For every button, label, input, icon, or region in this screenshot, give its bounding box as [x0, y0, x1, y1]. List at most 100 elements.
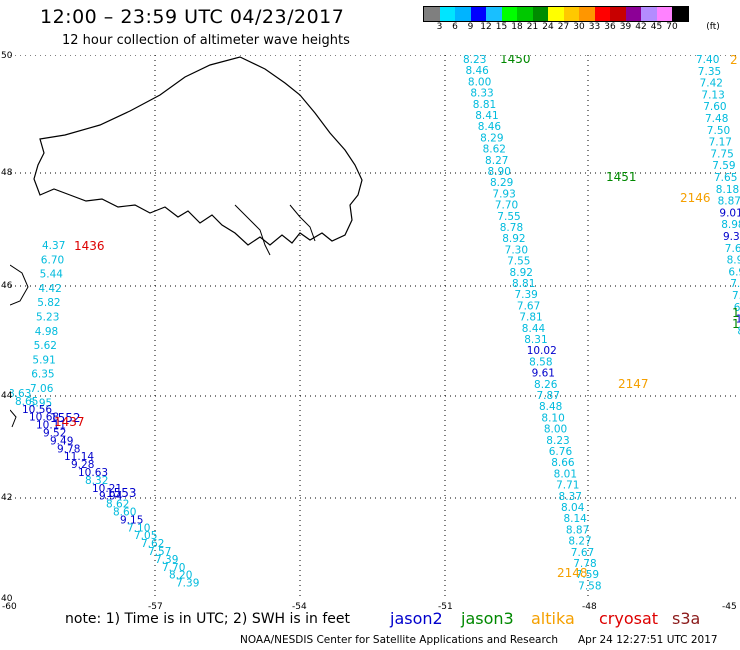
wave-reading-west: 6.35 [31, 369, 54, 381]
wave-reading-sw: 10.21 [92, 483, 122, 495]
wave-reading-nw: 7.35 [698, 66, 721, 78]
wave-reading-ne: 7.55 [497, 211, 520, 223]
wave-reading-west: 6.70 [41, 254, 64, 266]
wave-reading-ne: 8.27 [485, 155, 508, 167]
wave-reading-ne: 8.92 [502, 233, 525, 245]
colorbar-tick-label: 45 [650, 22, 663, 32]
wave-reading-sw: 8.60 [113, 507, 136, 519]
wave-reading-ne: 7.78 [573, 558, 596, 570]
colorbar-tick-label: 42 [635, 22, 647, 32]
colorbar-tick-label: 24 [542, 22, 554, 32]
colorbar-tick-label: 30 [573, 22, 585, 32]
nova-scotia-coastline [10, 264, 29, 306]
colorbar-tick-label: 39 [619, 22, 632, 32]
pass-time-label: 1451 [606, 170, 637, 184]
colorbar-swatch [548, 7, 564, 21]
wave-reading-ne: 8.58 [529, 356, 552, 368]
wave-reading-nw: 7.60 [703, 101, 726, 113]
legend-s3a: s3a [672, 609, 701, 628]
newfoundland-coastline [33, 56, 363, 246]
wave-reading-ne: 8.01 [554, 468, 577, 480]
wave-reading-sw: 9.52 [43, 428, 66, 440]
bay-outline [234, 204, 271, 256]
peninsula-outline [289, 204, 316, 242]
colorbar-swatch [486, 7, 502, 21]
colorbar-tick-label: 21 [526, 22, 539, 32]
pass-time-label: 1437 [54, 415, 85, 429]
wave-reading-sw: 9.15 [120, 514, 143, 526]
wave-reading-west: 4.37 [42, 240, 65, 252]
wave-reading-nw: 7.81 [732, 290, 740, 302]
lat-label-44: 44 [1, 391, 13, 401]
wave-reading-nw: 7.60 [725, 243, 740, 255]
colorbar-tick-label: 3 [436, 22, 443, 32]
colorbar-swatch [532, 7, 548, 21]
wave-reading-ne: 6.76 [549, 446, 573, 458]
wave-reading-ne: 7.39 [514, 289, 537, 301]
wave-reading-ne: 8.27 [568, 536, 591, 548]
colorbar-swatch [641, 7, 657, 21]
lon-label-48: -48 [582, 602, 597, 612]
wave-reading-ne: 8.26 [534, 379, 558, 391]
wave-reading-nw: 7.40 [696, 55, 719, 66]
wave-reading-nw: 7.65 [714, 172, 737, 184]
wave-reading-ne: 7.70 [495, 200, 518, 212]
wave-reading-sw: 7.70 [162, 562, 185, 574]
lat-label-46: 46 [1, 281, 13, 291]
wave-reading-sw: 10.56 [22, 404, 52, 416]
pass-time-label: 1552 [50, 411, 81, 425]
wave-reading-sw: 10.11 [36, 420, 66, 432]
wave-reading-ne: 8.87 [566, 524, 589, 536]
colorbar-tick-label: 70 [666, 22, 678, 32]
wave-reading-sw: 7.57 [148, 546, 171, 558]
wave-reading-ne: 8.14 [563, 513, 587, 525]
wave-reading-ne: 7.30 [505, 244, 528, 256]
pass-time-label: 2 [730, 55, 738, 67]
lon-label-57: -57 [148, 602, 163, 612]
colorbar-swatch [470, 7, 486, 21]
wave-reading-nw: 9.01 [719, 207, 740, 219]
wave-reading-ne: 7.81 [519, 312, 542, 324]
colorbar-labels: 3 6 9 12 15 18 21 24 27 30 33 36 39 42 45 70 (ft) [423, 22, 740, 34]
map-title: 12:00 – 23:59 UTC 04/23/2017 [40, 6, 345, 28]
wave-reading-sw: 8.32 [85, 475, 108, 487]
wave-reading-ne: 8.10 [541, 412, 564, 424]
wave-reading-west: 5.23 [36, 312, 59, 324]
wave-reading-ne: 7.59 [576, 569, 599, 581]
wave-reading-nw: 8.97 [727, 255, 740, 267]
wave-reading-ne: 7.71 [556, 480, 579, 492]
wave-reading-west: 5.82 [37, 297, 60, 309]
altimeter-map: 4.37 6.70 5.44 4.42 5.82 5.23 4.98 5.62 5.91 6.35… [10, 55, 740, 600]
wave-reading-ne: 8.00 [544, 424, 567, 436]
wave-reading-nw: 8.98 [721, 219, 740, 231]
legend-cryosat: cryosat [599, 609, 659, 628]
wave-reading-ne: 8.33 [470, 88, 493, 100]
wave-reading-nw: 7.59 [712, 160, 735, 172]
wave-reading-nw: 7.42 [700, 78, 723, 90]
wave-reading-nw: 7.48 [705, 113, 728, 125]
wave-reading-sw: 7.10 [127, 522, 150, 534]
colorbar-swatch [625, 7, 641, 21]
pass-time-label: 1 [732, 317, 740, 331]
wave-reading-west: 4.42 [38, 283, 61, 295]
legend-jason2: jason2 [390, 609, 443, 628]
wave-reading-nw: 7.50 [707, 125, 730, 137]
wave-reading-sw: 10.63 [78, 467, 108, 479]
wave-reading-sw: 9.78 [57, 443, 80, 455]
wave-reading-ne: 8.46 [465, 65, 489, 77]
lat-label-42: 42 [1, 493, 13, 503]
map-subtitle: 12 hour collection of altimeter wave hei… [62, 33, 350, 48]
wave-reading-ne: 8.23 [463, 55, 486, 66]
wave-reading-sw: 7.62 [141, 538, 164, 550]
colorbar-tick-label: 18 [511, 22, 523, 32]
colorbar-swatch [579, 7, 595, 21]
wave-reading-ne: 8.90 [488, 166, 511, 178]
colorbar-swatch [610, 7, 626, 21]
wave-reading-sw: 10.68 [29, 412, 59, 424]
wave-reading-west: 5.62 [34, 340, 57, 352]
wave-reading-sw: 8.20 [169, 570, 192, 582]
colorbar-tick-label: 6 [452, 22, 458, 32]
wave-reading-ne: 8.92 [510, 267, 533, 279]
lat-label-40: 40 [1, 594, 13, 604]
wave-reading-nw: 7.13 [701, 89, 724, 101]
